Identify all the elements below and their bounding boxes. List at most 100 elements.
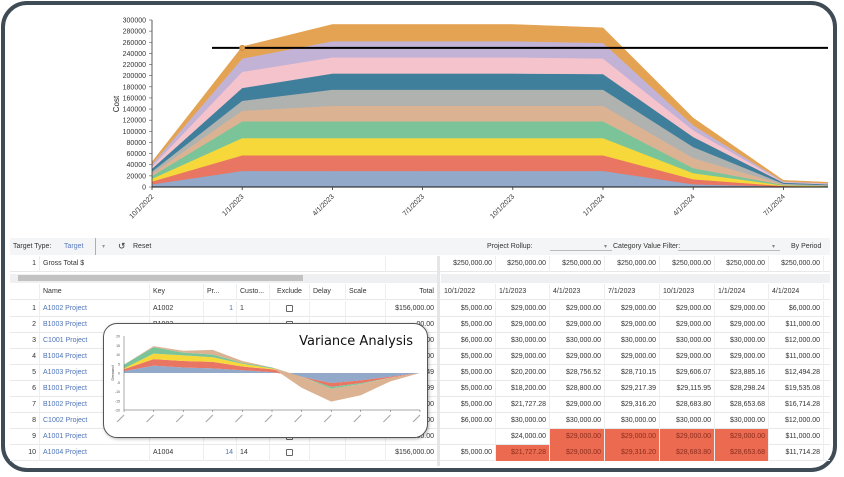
period-value-cell[interactable]: $6,000.00 [769, 301, 824, 317]
chevron-down-icon[interactable]: ▾ [102, 244, 106, 250]
period-value-cell[interactable]: $11,000.00 [769, 349, 824, 365]
column-header-custo[interactable]: Custo... [237, 284, 270, 300]
period-value-cell[interactable]: $29,000.00 [496, 317, 550, 333]
horizontal-scrollbar-right[interactable] [441, 274, 830, 283]
period-value-cell[interactable]: $29,000.00 [605, 429, 660, 445]
period-value-cell[interactable]: $29,000.00 [715, 317, 769, 333]
period-value-cell[interactable]: $30,000.00 [715, 413, 769, 429]
horizontal-scrollbar-left[interactable] [10, 274, 438, 283]
period-value-cell[interactable]: $5,000.00 [441, 381, 496, 397]
period-value-cell[interactable]: $6,000.00 [441, 333, 496, 349]
period-value-cell[interactable]: $20,200.00 [496, 365, 550, 381]
column-header-key[interactable]: Key [150, 284, 204, 300]
project-rollup-select[interactable] [550, 250, 612, 251]
delay-cell[interactable] [310, 301, 346, 317]
period-value-cell[interactable]: $29,000.00 [550, 301, 605, 317]
period-value-cell[interactable]: $24,000.00 [496, 429, 550, 445]
exclude-checkbox[interactable] [286, 448, 293, 456]
reset-icon[interactable]: ↺ [118, 241, 126, 251]
period-value-cell[interactable]: $28,683.80 [660, 397, 715, 413]
period-value-cell[interactable]: $30,000.00 [715, 333, 769, 349]
period-value-cell[interactable]: $29,115.95 [660, 381, 715, 397]
period-value-cell[interactable]: $30,000.00 [550, 333, 605, 349]
project-name-link[interactable]: A1004 Project [40, 445, 150, 461]
target-type-select[interactable]: Target [64, 243, 84, 250]
period-value-cell[interactable]: $5,000.00 [441, 445, 496, 461]
scale-cell[interactable] [346, 301, 386, 317]
column-header-name[interactable]: Name [40, 284, 150, 300]
period-value-cell[interactable]: $29,000.00 [660, 317, 715, 333]
pane-splitter[interactable] [437, 256, 440, 466]
period-value-cell[interactable]: $29,000.00 [660, 301, 715, 317]
period-value-cell[interactable]: $16,714.28 [769, 397, 824, 413]
period-value-cell[interactable]: $28,800.00 [550, 381, 605, 397]
period-value-cell[interactable]: $5,000.00 [441, 397, 496, 413]
by-period-button[interactable]: By Period [791, 243, 822, 250]
period-value-cell[interactable]: $29,000.00 [660, 349, 715, 365]
reset-button[interactable]: Reset [133, 243, 152, 250]
column-header-date[interactable]: 10/1/2022 [441, 284, 496, 300]
period-value-cell[interactable]: $5,000.00 [441, 301, 496, 317]
period-value-cell[interactable]: $29,000.00 [605, 317, 660, 333]
period-value-cell[interactable]: $29,000.00 [605, 349, 660, 365]
period-value-cell[interactable]: $6,000.00 [441, 413, 496, 429]
column-header-date[interactable]: 10/1/2023 [660, 284, 715, 300]
period-value-cell[interactable]: $29,316.20 [605, 397, 660, 413]
column-header-date[interactable]: 4/1/2024 [769, 284, 824, 300]
column-header-scale[interactable]: Scale [346, 284, 386, 300]
scale-cell[interactable] [346, 445, 386, 461]
column-header-date[interactable]: 7/1/2023 [605, 284, 660, 300]
chevron-down-icon[interactable]: ▾ [604, 244, 608, 250]
period-value-cell[interactable]: $29,000.00 [550, 349, 605, 365]
period-value-cell[interactable]: $29,000.00 [550, 397, 605, 413]
period-value-cell[interactable]: $29,000.00 [550, 317, 605, 333]
period-value-cell[interactable]: $29,000.00 [715, 301, 769, 317]
period-value-cell[interactable]: $28,756.52 [550, 365, 605, 381]
period-value-cell[interactable]: $29,217.39 [605, 381, 660, 397]
period-value-cell[interactable]: $30,000.00 [605, 413, 660, 429]
exclude-checkbox[interactable] [286, 304, 293, 312]
column-header-date[interactable]: 1/1/2024 [715, 284, 769, 300]
period-value-cell[interactable]: $5,000.00 [441, 349, 496, 365]
category-filter-select[interactable] [678, 250, 780, 251]
period-value-cell[interactable]: $28,710.15 [605, 365, 660, 381]
period-value-cell[interactable]: $29,000.00 [496, 301, 550, 317]
period-value-cell[interactable]: $28,298.24 [715, 381, 769, 397]
project-name-link[interactable]: A1002 Project [40, 301, 150, 317]
period-value-cell[interactable]: $29,000.00 [715, 429, 769, 445]
period-value-cell[interactable]: $30,000.00 [660, 333, 715, 349]
period-value-cell[interactable]: $5,000.00 [441, 365, 496, 381]
period-value-cell[interactable]: $21,727.28 [496, 397, 550, 413]
delay-cell[interactable] [310, 445, 346, 461]
period-value-cell[interactable]: $29,606.07 [660, 365, 715, 381]
period-value-cell[interactable]: $11,000.00 [769, 317, 824, 333]
period-value-cell[interactable]: $30,000.00 [496, 333, 550, 349]
column-header-delay[interactable]: Delay [310, 284, 346, 300]
period-value-cell[interactable]: $29,000.00 [550, 445, 605, 461]
period-value-cell[interactable]: $28,653.68 [715, 397, 769, 413]
period-value-cell[interactable]: $21,727.28 [496, 445, 550, 461]
column-header-exclude[interactable]: Exclude [270, 284, 310, 300]
period-value-cell[interactable]: $30,000.00 [496, 413, 550, 429]
period-value-cell[interactable]: $28,653.68 [715, 445, 769, 461]
column-header-date[interactable]: 4/1/2023 [550, 284, 605, 300]
period-value-cell[interactable]: $29,000.00 [660, 429, 715, 445]
column-header-pr[interactable]: Pr... [204, 284, 237, 300]
scrollbar-thumb[interactable] [18, 275, 303, 281]
column-header-total[interactable]: Total [386, 284, 438, 300]
period-value-cell[interactable]: $30,000.00 [550, 413, 605, 429]
period-value-cell[interactable]: $29,316.20 [605, 445, 660, 461]
period-value-cell[interactable]: $12,000.00 [769, 413, 824, 429]
period-value-cell[interactable]: $29,000.00 [605, 301, 660, 317]
period-value-cell[interactable]: $11,714.28 [769, 445, 824, 461]
period-value-cell[interactable]: $29,000.00 [715, 349, 769, 365]
period-value-cell[interactable] [441, 429, 496, 445]
period-value-cell[interactable]: $23,885.16 [715, 365, 769, 381]
chevron-down-icon[interactable]: ▾ [772, 244, 776, 250]
period-value-cell[interactable]: $29,000.00 [496, 349, 550, 365]
period-value-cell[interactable]: $19,535.08 [769, 381, 824, 397]
period-value-cell[interactable]: $11,000.00 [769, 429, 824, 445]
period-value-cell[interactable]: $12,494.28 [769, 365, 824, 381]
period-value-cell[interactable]: $30,000.00 [660, 413, 715, 429]
period-value-cell[interactable]: $5,000.00 [441, 317, 496, 333]
